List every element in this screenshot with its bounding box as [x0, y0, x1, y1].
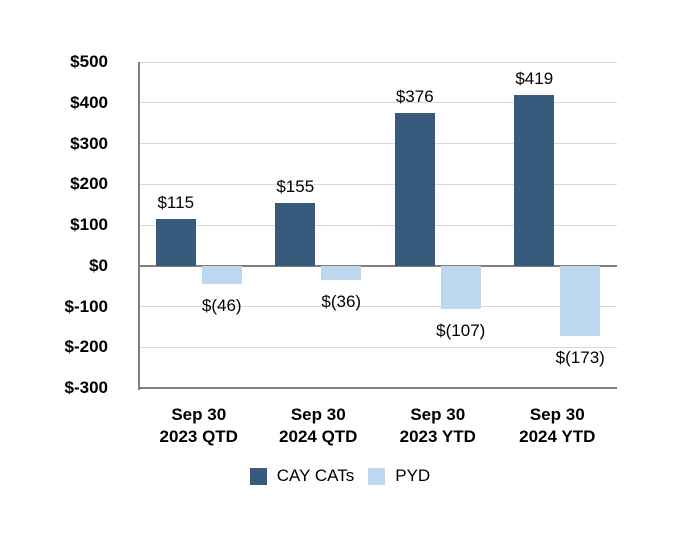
category-label: Sep 30 2024 QTD	[279, 405, 358, 446]
bar-pyd	[201, 265, 242, 285]
zero-axis-line	[139, 264, 617, 267]
bar-value-label: $155	[276, 176, 315, 196]
y-axis-tick-label: $500	[70, 52, 108, 71]
bar-cay-cats	[275, 202, 316, 266]
legend-label: PYD	[395, 466, 431, 485]
bar-value-label: $(36)	[321, 292, 362, 312]
x-axis-line	[139, 387, 617, 389]
bar-pyd	[440, 265, 481, 310]
bar-value-label: $115	[157, 192, 195, 212]
y-axis-tick-label: $300	[70, 133, 108, 153]
bar-pyd	[560, 265, 601, 337]
y-axis-line	[138, 62, 140, 390]
gridline	[139, 224, 617, 226]
category-label: Sep 30 2023 YTD	[399, 405, 476, 446]
legend-swatch	[249, 467, 267, 485]
bar-value-label: $(107)	[436, 321, 486, 341]
legend-item: PYD	[368, 466, 430, 486]
category-label: Sep 30 2024 YTD	[519, 405, 596, 446]
legend: CAY CATs PYD	[0, 466, 680, 486]
bar-cay-cats	[155, 218, 196, 266]
bar-value-label: $419	[515, 69, 554, 88]
gridline	[139, 306, 617, 307]
bar-cay-cats	[514, 95, 555, 266]
y-axis-tick-label: $200	[70, 174, 108, 194]
y-axis-tick-label: $400	[70, 92, 108, 112]
y-axis-tick-label: $-300	[64, 378, 108, 397]
bar-value-label: $376	[395, 86, 434, 106]
y-axis-tick-label: $-100	[64, 296, 108, 316]
y-axis-tick-label: $0	[89, 255, 108, 275]
gridline	[139, 102, 617, 104]
legend-item: CAY CATs	[249, 466, 355, 486]
category-label: Sep 30 2023 QTD	[159, 405, 238, 446]
legend-swatch	[368, 467, 386, 485]
gridline	[139, 346, 617, 348]
bar-value-label: $(46)	[201, 296, 242, 316]
gridline	[139, 183, 617, 185]
gridline	[139, 61, 617, 63]
gridline	[139, 143, 617, 144]
bar-cay-cats	[394, 112, 435, 266]
legend-label: CAY CATs	[276, 466, 355, 485]
y-axis-tick-label: $100	[70, 215, 108, 234]
bar-pyd	[321, 265, 362, 281]
y-axis-tick-label: $-200	[64, 337, 108, 357]
bar-value-label: $(173)	[555, 348, 605, 368]
